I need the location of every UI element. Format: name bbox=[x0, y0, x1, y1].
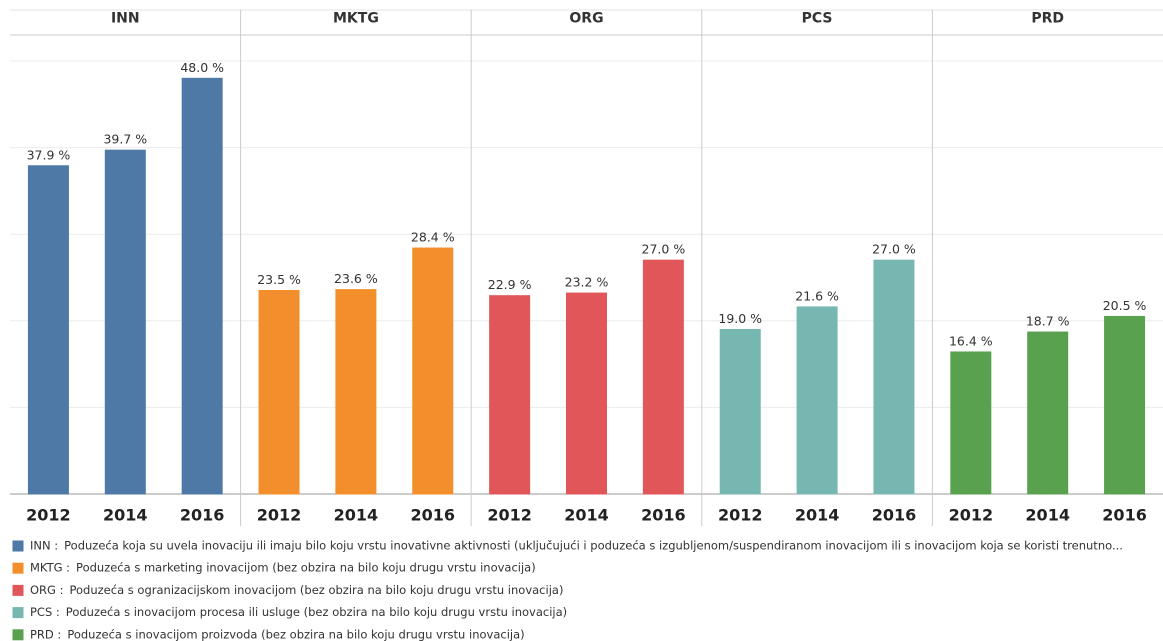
x-tick-label: 2016 bbox=[641, 506, 686, 525]
x-tick-label: 2014 bbox=[564, 506, 609, 525]
bar bbox=[1104, 315, 1146, 495]
bar bbox=[258, 289, 300, 495]
legend-label: ORG : bbox=[30, 583, 63, 597]
value-label: 37.9 % bbox=[27, 147, 71, 162]
legend-description: Poduzeća s ogranizacijskom inovacijom (b… bbox=[69, 583, 563, 597]
bar bbox=[566, 292, 607, 495]
legend-description: Poduzeća s inovacijom proizvoda (bez obz… bbox=[67, 627, 524, 641]
bar bbox=[27, 165, 69, 495]
panel-title: ORG bbox=[569, 11, 603, 27]
value-label: 28.4 % bbox=[411, 230, 455, 245]
value-label: 39.7 % bbox=[103, 132, 147, 147]
legend-swatch bbox=[11, 539, 25, 553]
bar bbox=[181, 77, 223, 495]
x-tick-label: 2012 bbox=[949, 506, 994, 525]
x-tick-label: 2014 bbox=[103, 506, 148, 525]
value-label: 27.0 % bbox=[872, 242, 916, 257]
bar bbox=[412, 247, 454, 495]
bar bbox=[950, 351, 992, 495]
legend-swatch bbox=[11, 583, 25, 597]
x-tick-label: 2012 bbox=[718, 506, 763, 525]
x-tick-label: 2012 bbox=[26, 506, 71, 525]
x-tick-label: 2014 bbox=[334, 506, 379, 525]
value-label: 16.4 % bbox=[949, 333, 993, 348]
x-tick-label: 2016 bbox=[872, 506, 917, 525]
value-label: 23.2 % bbox=[565, 275, 609, 290]
x-tick-label: 2012 bbox=[257, 506, 302, 525]
legend-swatch bbox=[11, 628, 25, 641]
value-label: 23.6 % bbox=[334, 271, 378, 286]
value-label: 19.0 % bbox=[718, 311, 762, 326]
panel-title: INN bbox=[111, 11, 140, 27]
value-label: 21.6 % bbox=[795, 288, 839, 303]
bar bbox=[719, 328, 761, 495]
legend-label: INN : bbox=[30, 539, 58, 553]
legend-swatch bbox=[11, 606, 25, 620]
bar bbox=[873, 259, 915, 495]
x-tick-label: 2012 bbox=[487, 506, 532, 525]
bar bbox=[335, 289, 377, 495]
x-tick-label: 2016 bbox=[411, 506, 456, 525]
legend-label: PRD : bbox=[30, 627, 61, 641]
value-label: 22.9 % bbox=[488, 277, 532, 292]
x-tick-label: 2016 bbox=[180, 506, 225, 525]
legend-label: MKTG : bbox=[30, 561, 70, 575]
x-tick-label: 2016 bbox=[1102, 506, 1147, 525]
legend-label: PCS : bbox=[30, 605, 60, 619]
bar bbox=[104, 149, 146, 495]
bar bbox=[1027, 331, 1069, 495]
x-tick-label: 2014 bbox=[1025, 506, 1070, 525]
legend-description: Poduzeća s marketing inovacijom (bez obz… bbox=[76, 561, 536, 575]
bar bbox=[796, 306, 838, 495]
legend-description: Poduzeća koja su uvela inovaciju ili ima… bbox=[64, 539, 1123, 553]
x-tick-label: 2014 bbox=[795, 506, 840, 525]
legend-swatch bbox=[11, 561, 25, 575]
value-label: 20.5 % bbox=[1103, 298, 1147, 313]
value-label: 48.0 % bbox=[180, 60, 224, 75]
legend-description: Poduzeća s inovacijom procesa ili usluge… bbox=[66, 605, 567, 619]
panel-title: MKTG bbox=[333, 11, 379, 27]
panel-title: PCS bbox=[802, 11, 833, 27]
panel-title: PRD bbox=[1031, 11, 1064, 27]
value-label: 23.5 % bbox=[257, 272, 301, 287]
value-label: 27.0 % bbox=[642, 242, 686, 257]
value-label: 18.7 % bbox=[1026, 314, 1070, 329]
bar bbox=[489, 295, 531, 495]
bar bbox=[642, 259, 684, 495]
